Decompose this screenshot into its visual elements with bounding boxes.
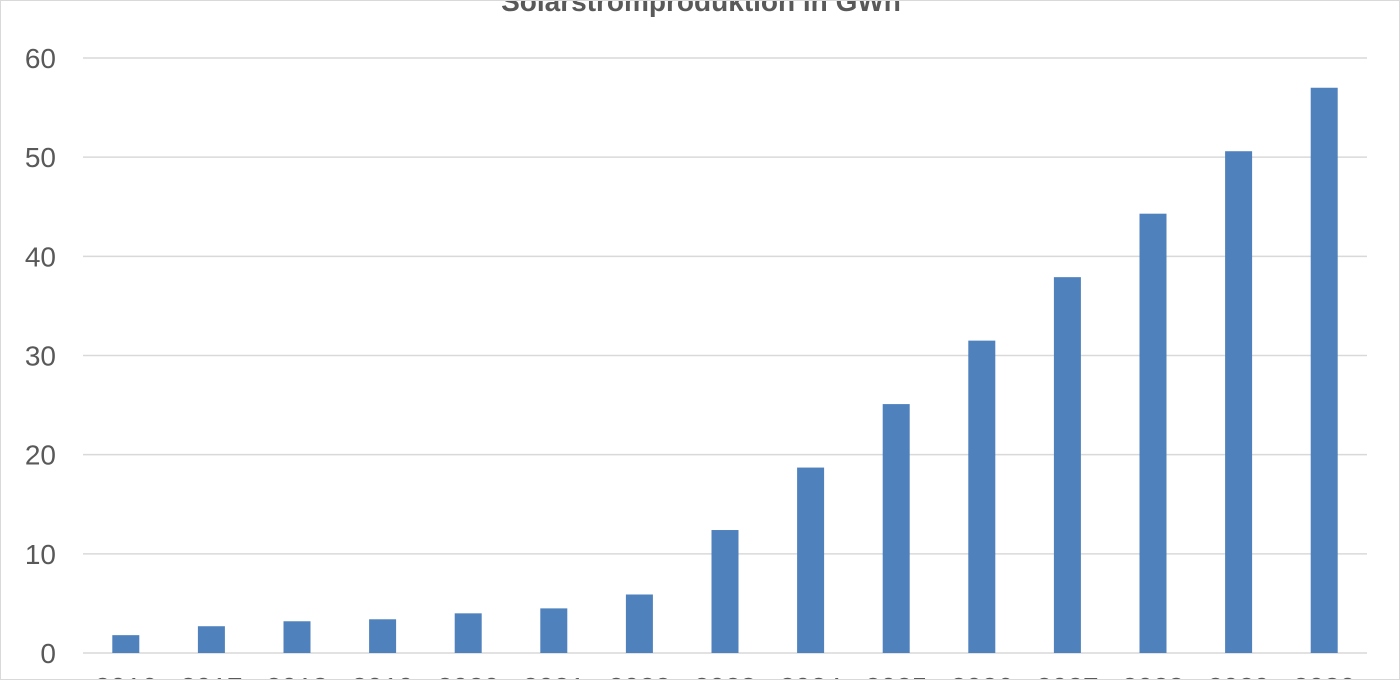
x-tick-label: 2018 — [266, 672, 328, 680]
y-tick-label: 0 — [40, 638, 56, 669]
gridlines — [83, 57, 1367, 654]
x-tick-label: 2024 — [779, 672, 841, 680]
y-tick-label: 10 — [25, 539, 56, 570]
x-tick-label: 2023 — [694, 672, 756, 680]
x-tick-label: 2029 — [1207, 672, 1269, 680]
x-tick-label: 2021 — [523, 672, 585, 680]
bar-2025 — [882, 404, 910, 653]
y-tick-label: 50 — [25, 142, 56, 173]
x-tick-label: 2019 — [351, 672, 413, 680]
bar-2022 — [625, 594, 653, 653]
bar-2027 — [1053, 277, 1081, 653]
x-axis-ticks: 2016 2017 2018 2019 2020 2021 2022 2023 2024 2025… — [95, 672, 1356, 680]
x-tick-label: 2020 — [437, 672, 499, 680]
x-tick-label: 2026 — [951, 672, 1013, 680]
x-tick-label: 2025 — [865, 672, 927, 680]
bar-2029 — [1225, 151, 1253, 653]
x-tick-label: 2028 — [1122, 672, 1184, 680]
y-tick-label: 40 — [25, 241, 56, 272]
bar-2028 — [1139, 213, 1167, 654]
bar-2026 — [968, 340, 996, 653]
bar-2021 — [540, 608, 568, 653]
bar-2030 — [1310, 87, 1338, 653]
bars — [112, 87, 1338, 654]
chart-title: Solarstromproduktion in GWh — [501, 1, 901, 17]
bar-2024 — [797, 467, 825, 653]
bar-2023 — [711, 530, 739, 653]
x-tick-label: 2017 — [180, 672, 242, 680]
y-tick-label: 30 — [25, 341, 56, 372]
y-axis-ticks: 0 10 20 30 40 50 60 — [25, 43, 56, 669]
y-tick-label: 60 — [25, 43, 56, 74]
bar-2017 — [197, 626, 225, 653]
x-tick-label: 2022 — [608, 672, 670, 680]
bar-2020 — [454, 613, 482, 653]
bar-2018 — [283, 621, 311, 653]
bar-2019 — [369, 619, 397, 653]
x-tick-label: 2016 — [95, 672, 157, 680]
x-tick-label: 2027 — [1036, 672, 1098, 680]
y-tick-label: 20 — [25, 440, 56, 471]
bar-2016 — [112, 635, 140, 653]
